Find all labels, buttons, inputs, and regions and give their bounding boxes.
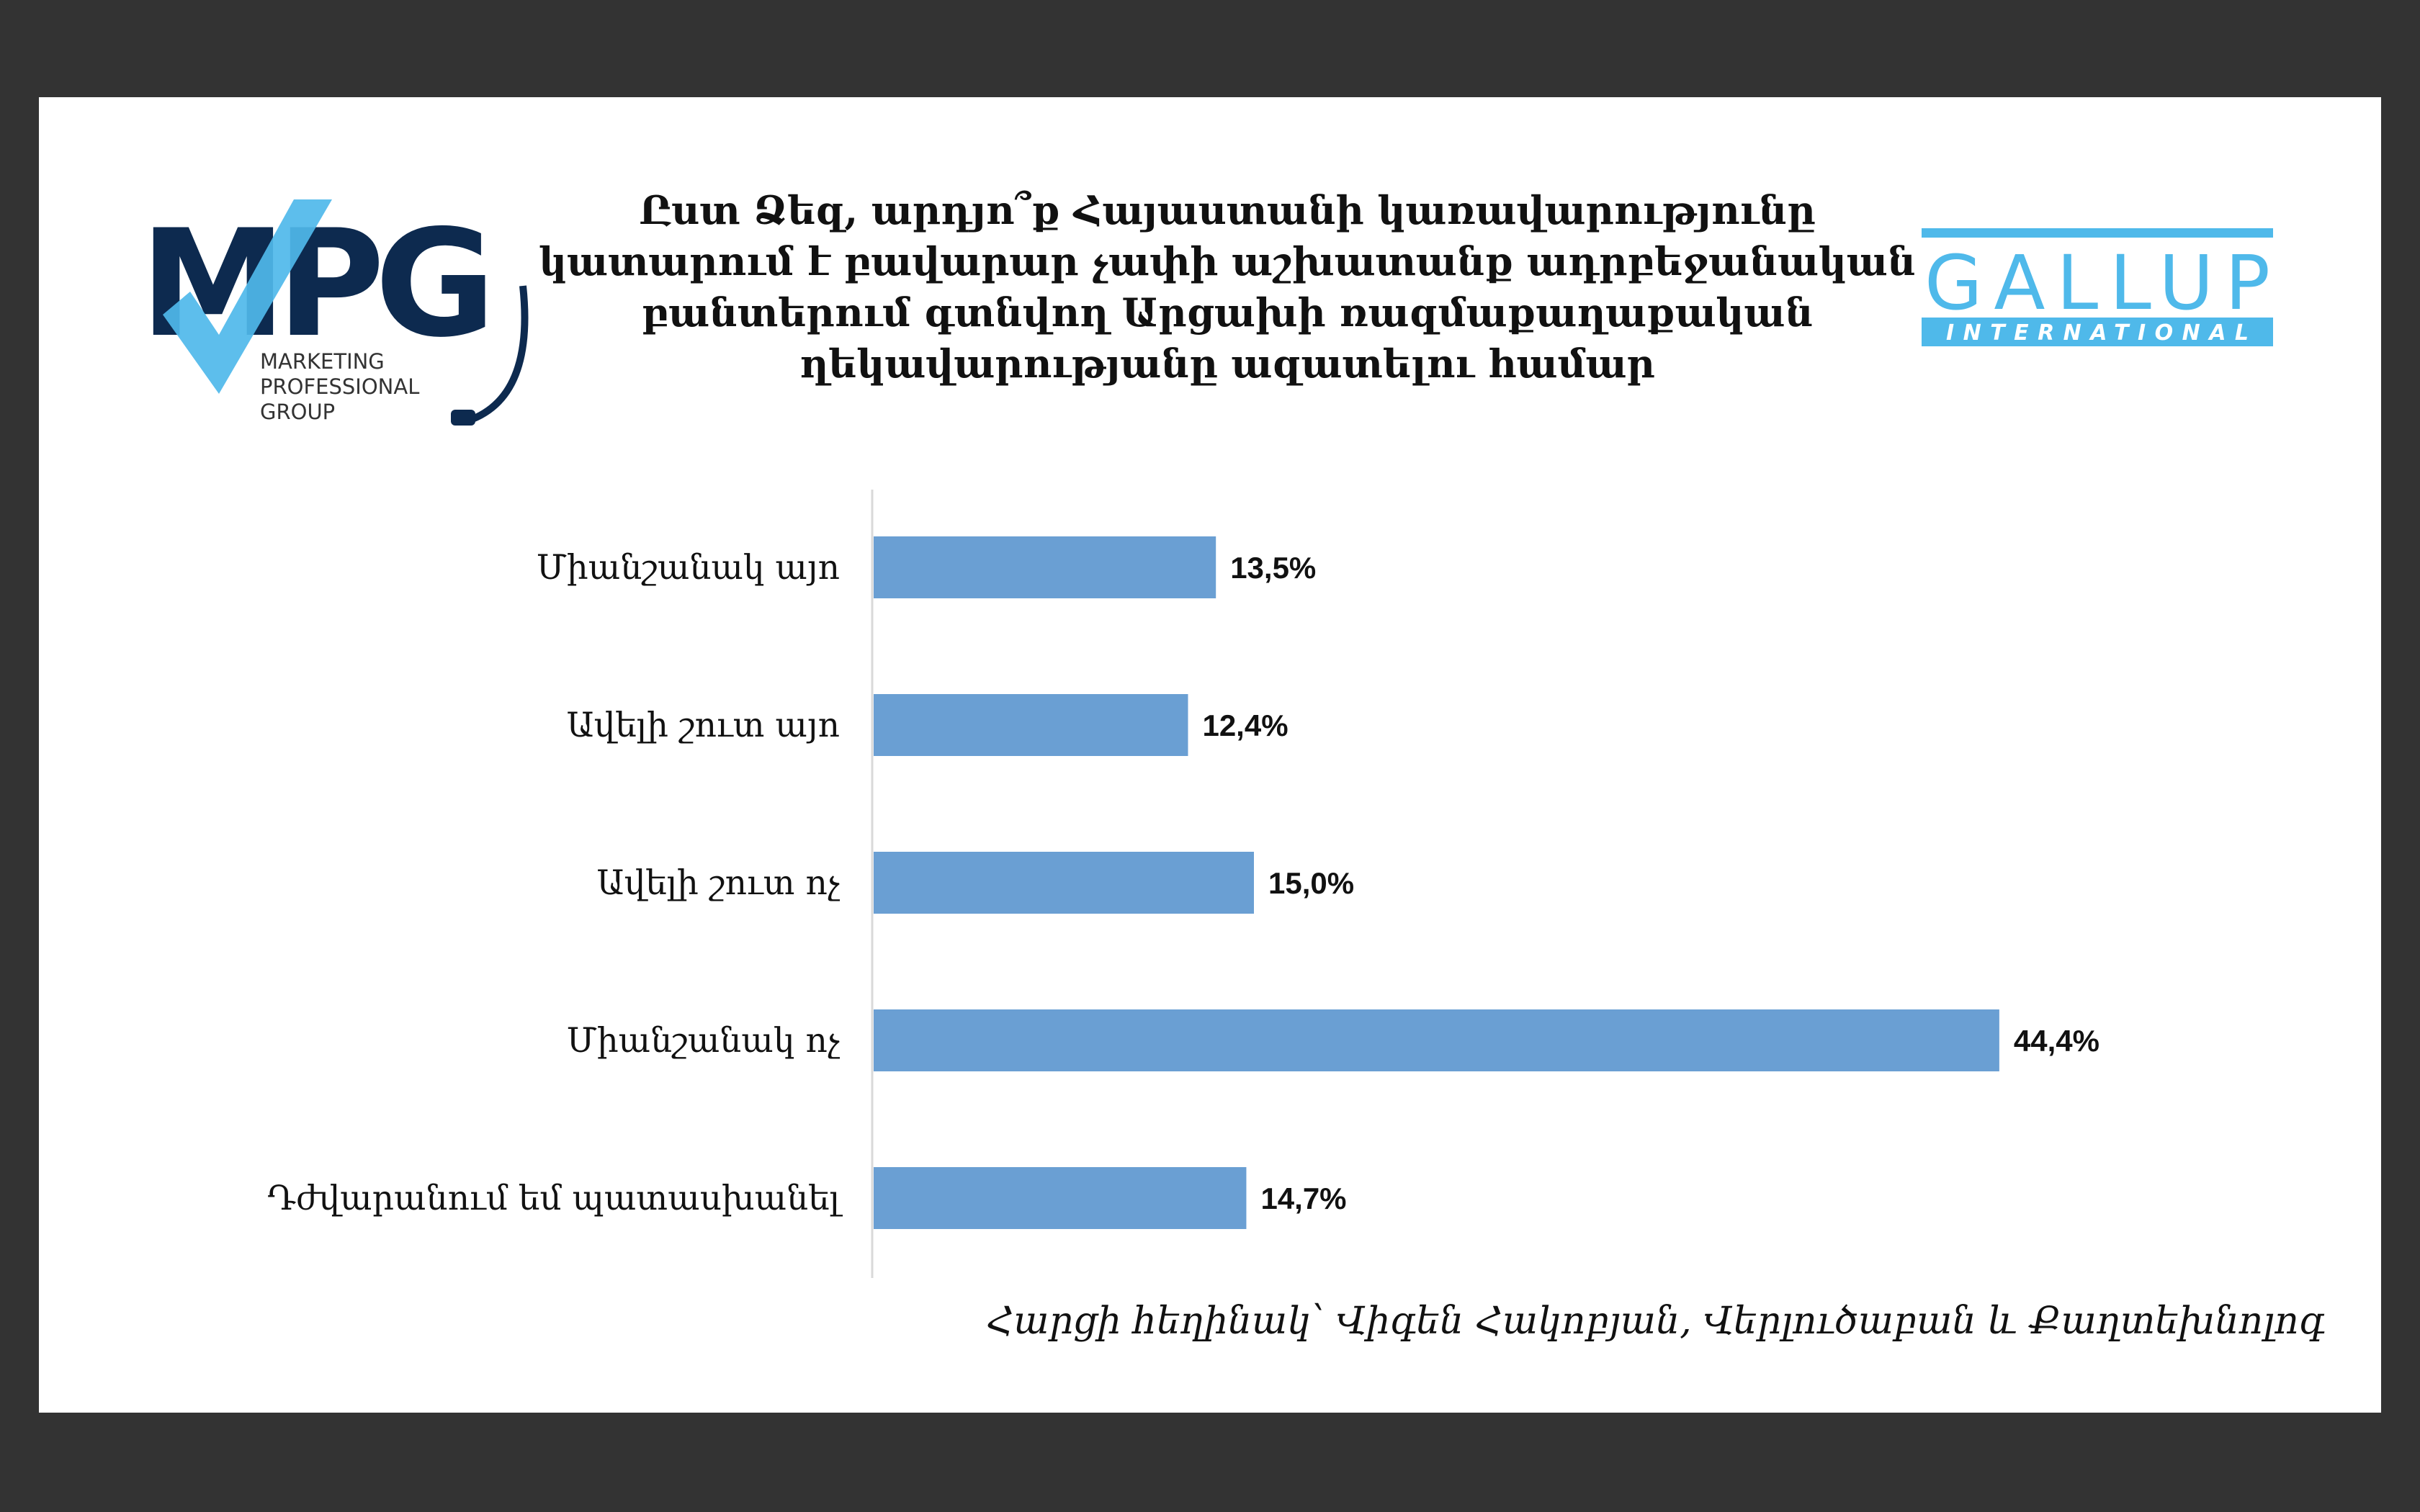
- category-label-5: Դժվարանում եմ պատասխանել: [267, 1179, 843, 1218]
- value-label-5: 14,7%: [1260, 1182, 1346, 1215]
- value-label-4: 44,4%: [2014, 1024, 2099, 1058]
- value-label-1: 13,5%: [1230, 551, 1316, 585]
- value-label-2: 12,4%: [1202, 708, 1288, 742]
- gallup-logo-sub: INTERNATIONAL: [1946, 320, 2249, 346]
- mpg-logo-line-3: GROUP: [260, 400, 335, 424]
- bar-4: [874, 1009, 1999, 1071]
- category-label-3: Ավելի շուտ ոչ: [597, 863, 841, 903]
- gallup-logo: GALLUP INTERNATIONAL: [1922, 228, 2273, 346]
- slide: MPG MARKETING PROFESSIONAL GROUP Ըստ Ձեզ…: [39, 97, 2381, 1413]
- gallup-logo-mark: GALLUP: [1924, 239, 2270, 327]
- mpg-logo-line-2: PROFESSIONAL: [260, 374, 419, 399]
- chart-title-line-2: կատարում է բավարար չափի աշխատանք ադրբեջա…: [539, 238, 1916, 284]
- bar-chart: Միանշանակ այո 13,5% Ավելի շուտ այո 12,4% Ավե…: [267, 490, 2099, 1278]
- mpg-logo-line-1: MARKETING: [260, 349, 385, 374]
- bar-2: [874, 694, 1188, 756]
- mpg-logo: MPG MARKETING PROFESSIONAL GROUP: [140, 199, 529, 426]
- value-label-3: 15,0%: [1268, 866, 1354, 900]
- gallup-top-bar: [1922, 228, 2273, 238]
- category-label-2: Ավելի շուտ այո: [567, 706, 840, 745]
- headset-mic-icon: [451, 410, 475, 426]
- headset-icon: [458, 285, 529, 423]
- mpg-check-icon: [163, 199, 332, 394]
- bar-5: [874, 1167, 1247, 1229]
- footnote: Հարցի հեղինակ՝ Վիգեն Հակոբյան, Վերլուծաբ…: [986, 1300, 2325, 1343]
- category-label-1: Միանշանակ այո: [537, 548, 840, 588]
- chart-title-line-4: ղեկավարությանը ազատելու համար: [799, 341, 1655, 387]
- chart-title-line-1: Ըստ Ձեզ, արդյո՞ք Հայաստանի կառավարությու…: [639, 187, 1816, 233]
- gallup-sub-bar: [1922, 318, 2273, 346]
- chart-title-line-3: բանտերում գտնվող Արցախի ռազմաքաղաքական: [641, 289, 1814, 336]
- chart-plot-area: Միանշանակ այո 13,5% Ավելի շուտ այո 12,4% Ավե…: [267, 490, 2099, 1278]
- chart-title: Ըստ Ձեզ, արդյո՞ք Հայաստանի կառավարությու…: [514, 185, 1940, 390]
- category-label-4: Միանշանակ ոչ: [567, 1021, 841, 1061]
- bar-1: [874, 536, 1216, 598]
- bar-3: [874, 852, 1254, 914]
